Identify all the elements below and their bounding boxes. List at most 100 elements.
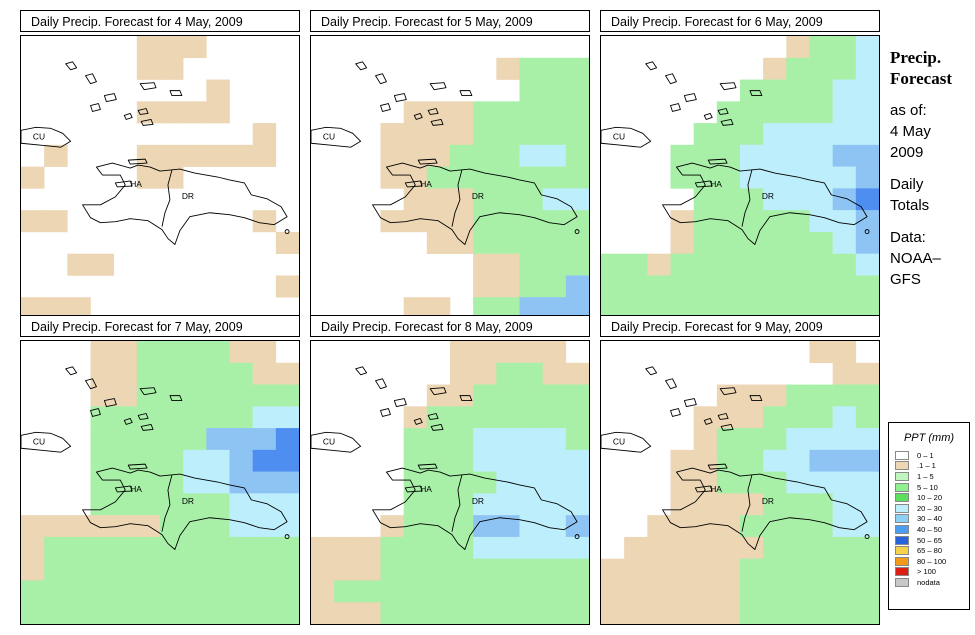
- precip-cell: [716, 253, 741, 276]
- precip-cell: [740, 449, 764, 472]
- legend-swatch: [895, 482, 909, 492]
- precip-cell: [275, 602, 299, 624]
- precip-cell: [716, 144, 741, 167]
- date-line1: 4 May: [890, 123, 931, 140]
- precip-cell: [473, 558, 497, 581]
- precip-cell: [740, 123, 764, 146]
- legend-title: PPT (mm): [903, 432, 955, 444]
- precip-cell: [67, 602, 91, 624]
- island-outline: [645, 61, 658, 71]
- precip-cell: [647, 275, 671, 298]
- island-outline: [413, 418, 423, 425]
- precip-cell: [740, 166, 764, 189]
- precip-cell: [740, 210, 764, 233]
- precip-cell: [67, 297, 91, 319]
- precip-cell: [809, 536, 833, 559]
- precip-cell: [357, 536, 381, 559]
- precip-cell: [565, 123, 589, 146]
- precip-cell: [252, 580, 277, 603]
- precip-cell: [44, 297, 68, 319]
- precip-cell: [565, 384, 589, 407]
- precip-cell: [565, 275, 589, 298]
- precip-cell: [311, 602, 335, 624]
- island-outline: [864, 534, 870, 540]
- island-outline: [429, 387, 447, 396]
- island-outline: [459, 395, 473, 402]
- precip-cell: [809, 101, 833, 124]
- precip-map: CU HA DR: [600, 340, 880, 625]
- precip-cell: [450, 558, 474, 581]
- precip-cell: [496, 57, 520, 80]
- precip-cell: [809, 144, 833, 167]
- island-outline: [90, 408, 101, 417]
- island-outline: [749, 90, 763, 97]
- legend-swatch: [895, 556, 909, 566]
- precip-cell: [740, 275, 764, 298]
- island-outline: [65, 366, 78, 376]
- precip-cell: [809, 253, 833, 276]
- precip-cell: [450, 231, 474, 254]
- totals-line2: Totals: [890, 197, 930, 214]
- island-outline: [123, 418, 133, 425]
- precip-cell: [275, 428, 299, 451]
- precip-cell: [90, 536, 114, 559]
- precip-cell: [160, 406, 184, 429]
- coastline: [311, 61, 580, 245]
- precip-cell: [693, 428, 718, 451]
- panel-title: Daily Precip. Forecast for 5 May, 2009: [310, 10, 590, 32]
- precip-cell: [160, 449, 184, 472]
- precip-cell: [473, 428, 497, 451]
- precip-cell: [252, 493, 277, 516]
- precip-cell: [716, 101, 741, 124]
- island-outline: [90, 103, 101, 112]
- label-cuba: CU: [33, 131, 45, 141]
- precip-cell: [670, 580, 694, 603]
- cuba-outline: [311, 126, 362, 148]
- legend-item: .1 – 1: [889, 461, 969, 472]
- precip-cell: [693, 406, 718, 429]
- precip-cell: [183, 493, 207, 516]
- precip-cell: [519, 275, 543, 298]
- island-outline: [169, 395, 183, 402]
- legend-label: 30 – 40: [917, 514, 943, 524]
- precip-cell: [542, 536, 567, 559]
- precip-cell: [647, 297, 671, 319]
- precip-cell: [786, 253, 810, 276]
- precip-cell: [90, 341, 114, 364]
- cuba-outline: [21, 126, 72, 148]
- precip-cell: [601, 297, 625, 319]
- legend-item: 30 – 40: [889, 514, 969, 525]
- precip-cell: [542, 602, 567, 624]
- island-outline: [380, 103, 391, 112]
- precip-cell: [160, 36, 184, 59]
- precip-cell: [693, 231, 718, 254]
- precip-cell: [113, 406, 138, 429]
- precip-cell: [855, 166, 879, 189]
- island-outline: [137, 413, 149, 420]
- precip-cell: [183, 515, 207, 538]
- precip-cell: [90, 558, 114, 581]
- info-title-line1: Precip.: [890, 48, 942, 67]
- precip-cell: [426, 428, 451, 451]
- precip-cell: [275, 580, 299, 603]
- precip-cell: [832, 341, 857, 364]
- precip-cell: [473, 253, 497, 276]
- precip-cell: [542, 297, 567, 319]
- precip-cell: [426, 144, 451, 167]
- precip-cell: [252, 341, 277, 364]
- precip-cell: [160, 101, 184, 124]
- precip-cell: [90, 580, 114, 603]
- precip-cell: [380, 144, 404, 167]
- precip-cell: [136, 341, 161, 364]
- precip-cell: [90, 515, 114, 538]
- coastline: [601, 366, 870, 550]
- island-outline: [139, 82, 157, 91]
- date-line2: 2009: [890, 144, 924, 161]
- island-outline: [717, 413, 729, 420]
- island-outline: [375, 73, 387, 85]
- precip-cell: [136, 602, 161, 624]
- precip-cell: [90, 406, 114, 429]
- legend-item: nodata: [889, 577, 969, 588]
- precip-cell: [311, 558, 335, 581]
- haiti-dr-border: [741, 169, 753, 227]
